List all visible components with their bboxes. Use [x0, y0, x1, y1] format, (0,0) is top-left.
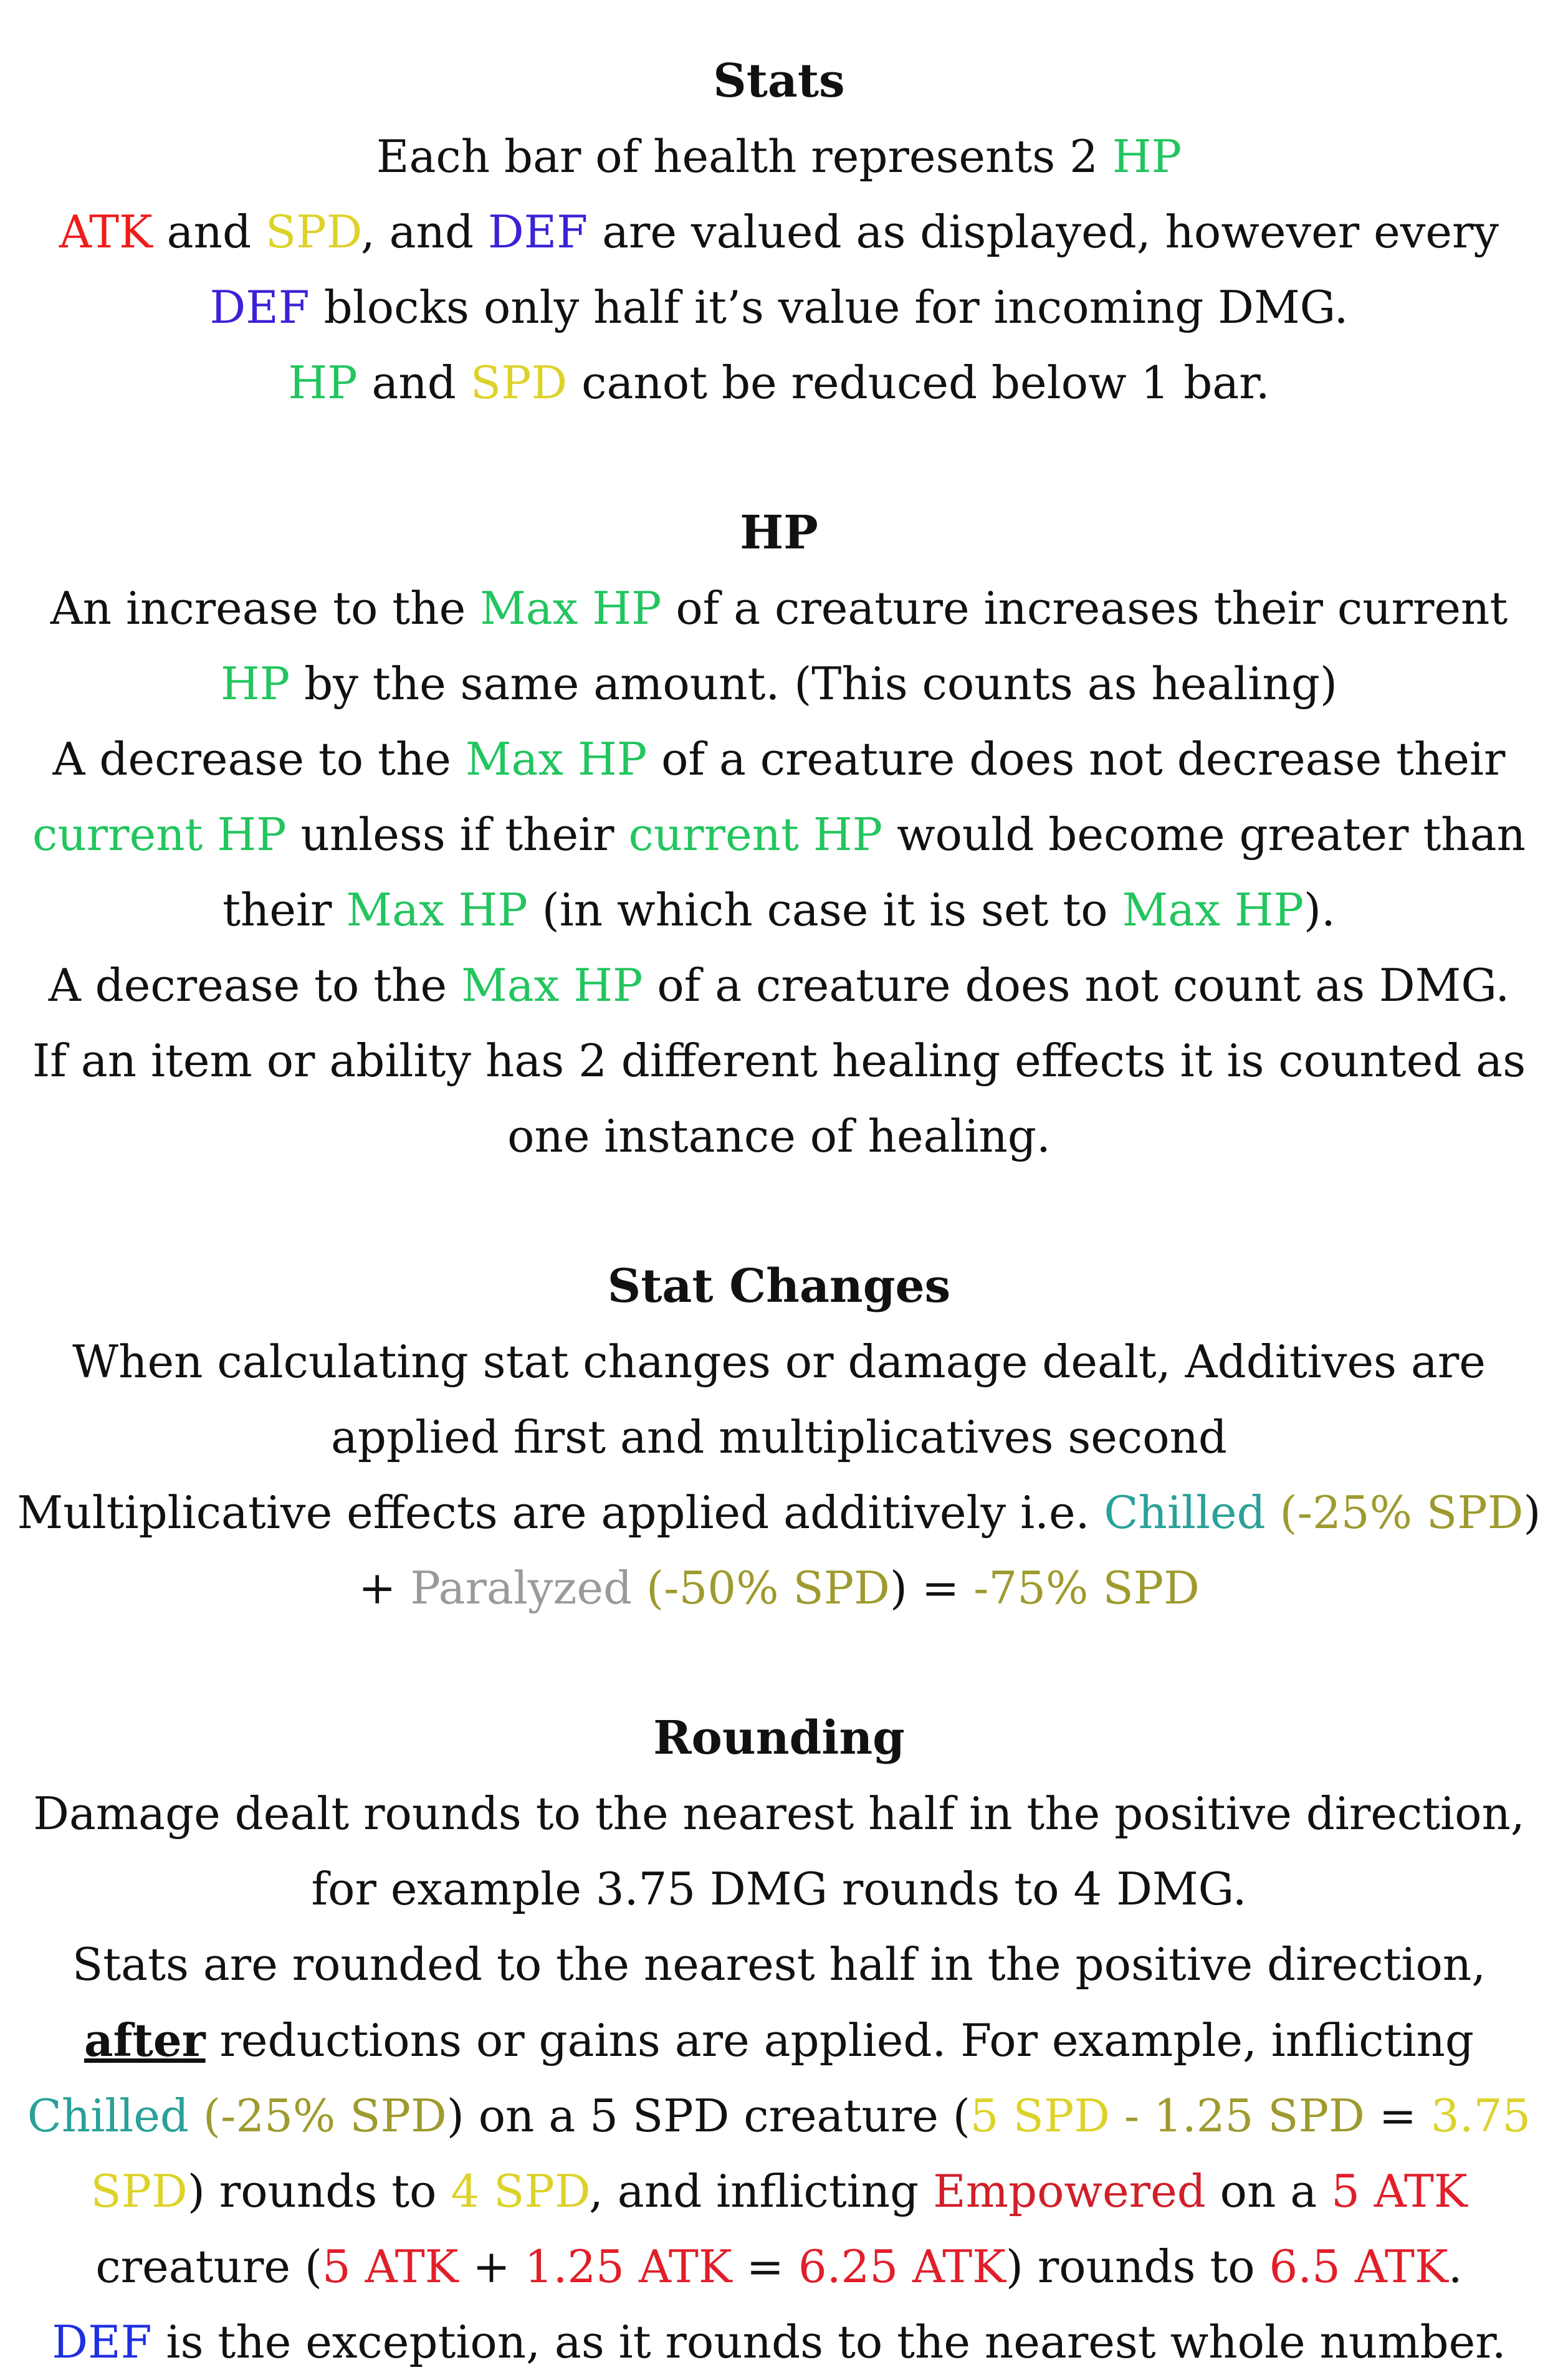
section-rounding: Rounding Damage dealt rounds to the near…: [12, 1701, 1546, 2380]
text-run: Stats are rounded to the nearest half in…: [72, 1938, 1486, 1991]
spd-modifier: -25% SPD: [220, 2090, 447, 2142]
text-run: unless if their: [286, 808, 629, 861]
paragraph: Each bar of health represents 2 HP: [12, 119, 1546, 194]
stat-hp: HP: [288, 356, 358, 409]
stat-spd: SPD: [265, 206, 361, 258]
stat-spd: SPD: [470, 356, 568, 409]
text-run: =: [1364, 2090, 1431, 2142]
stat-max-hp: Max HP: [461, 959, 643, 1011]
atk-value: 1.25 ATK: [524, 2240, 732, 2293]
stat-def: DEF: [487, 206, 588, 258]
text-run: is the exception, as it rounds to the ne…: [151, 2316, 1506, 2368]
paragraph: If an item or ability has 2 different he…: [12, 1023, 1546, 1174]
section-stat-changes: Stat Changes When calculating stat chang…: [12, 1249, 1546, 1626]
section-hp: HP An increase to the Max HP of a creatu…: [12, 495, 1546, 1174]
text-run: of a creature does not decrease their: [647, 733, 1506, 785]
spd-modifier: -75% SPD: [973, 1562, 1200, 1614]
text-run: and: [152, 206, 265, 258]
paragraph: An increase to the Max HP of a creature …: [12, 571, 1546, 722]
text-run: canot be reduced below 1 bar.: [567, 356, 1270, 409]
stat-current-hp: current HP: [32, 808, 287, 861]
text-run: A decrease to the: [48, 959, 462, 1011]
text-run: blocks only half it’s value for incoming…: [309, 281, 1349, 333]
spd-value: 4 SPD: [451, 2165, 590, 2217]
text-run: reductions or gains are applied. For exa…: [205, 2014, 1474, 2067]
spd-modifier: -25% SPD: [1297, 1486, 1524, 1539]
section-stats: Stats Each bar of health represents 2 HP…: [12, 44, 1546, 421]
section-heading: Stat Changes: [607, 1259, 951, 1313]
text-run: Damage dealt rounds to the nearest half …: [33, 1787, 1525, 1915]
text-run: , and: [360, 206, 488, 258]
text-run: (: [1265, 1486, 1298, 1539]
paragraph: A decrease to the Max HP of a creature d…: [12, 722, 1546, 948]
text-run: +: [458, 2240, 525, 2293]
text-run: When calculating stat changes or damage …: [72, 1336, 1486, 1463]
text-run: ) +: [358, 1486, 1541, 1614]
atk-value: 5 ATK: [1331, 2165, 1468, 2217]
text-run: , and inflicting: [589, 2165, 934, 2217]
atk-value: 6.5 ATK: [1269, 2240, 1448, 2293]
text-run: Multiplicative effects are applied addit…: [17, 1486, 1104, 1539]
paragraph: Stats are rounded to the nearest half in…: [12, 1927, 1546, 2305]
text-run: of a creature increases their current: [661, 582, 1508, 634]
spd-value: 5 SPD: [970, 2090, 1110, 2142]
stat-hp: HP: [220, 657, 290, 710]
stat-def: DEF: [52, 2316, 152, 2368]
paragraph: ATK and SPD, and DEF are valued as displ…: [12, 194, 1546, 345]
text-run: and: [357, 356, 471, 409]
text-run: .: [1448, 2240, 1463, 2293]
text-run: are valued as displayed, however every: [588, 206, 1499, 258]
atk-value: 5 ATK: [322, 2240, 459, 2293]
stat-max-hp: Max HP: [1122, 884, 1304, 936]
text-run: ) rounds to: [187, 2165, 451, 2217]
text-run: ).: [1303, 884, 1336, 936]
status-chilled: Chilled: [27, 2090, 189, 2142]
text-run: Each bar of health represents 2: [376, 130, 1112, 183]
text-run: by the same amount. (This counts as heal…: [290, 657, 1338, 710]
spd-modifier: -50% SPD: [664, 1562, 890, 1614]
text-run: ) on a 5 SPD creature (: [446, 2090, 970, 2142]
stat-max-hp: Max HP: [480, 582, 662, 634]
text-run: creature (: [95, 2240, 322, 2293]
text-run: of a creature does not count as DMG.: [643, 959, 1510, 1011]
text-run: ) rounds to: [1005, 2240, 1269, 2293]
text-run: An increase to the: [50, 582, 480, 634]
paragraph: Damage dealt rounds to the nearest half …: [12, 1776, 1546, 1927]
text-run: would become greater than their: [222, 808, 1526, 936]
status-paralyzed: Paralyzed: [410, 1562, 633, 1614]
text-run: (: [632, 1562, 664, 1614]
status-empowered: Empowered: [933, 2165, 1206, 2217]
paragraph: A decrease to the Max HP of a creature d…: [12, 948, 1546, 1023]
status-chilled: Chilled: [1104, 1486, 1266, 1539]
text-run: =: [732, 2240, 798, 2293]
text-run: If an item or ability has 2 different he…: [32, 1035, 1526, 1162]
text-run: (: [189, 2090, 221, 2142]
text-run: on a: [1205, 2165, 1332, 2217]
paragraph: When calculating stat changes or damage …: [12, 1324, 1546, 1475]
stat-max-hp: Max HP: [346, 884, 528, 936]
emphasis-after: after: [84, 2014, 206, 2067]
paragraph: DEF is the exception, as it rounds to th…: [12, 2305, 1546, 2380]
section-heading: HP: [740, 506, 818, 560]
text-run: -: [1110, 2090, 1154, 2142]
spd-value: 3.75 SPD: [90, 2090, 1531, 2217]
paragraph: HP and SPD canot be reduced below 1 bar.: [12, 345, 1546, 421]
stat-hp: HP: [1112, 130, 1182, 183]
stat-max-hp: Max HP: [465, 733, 648, 785]
section-heading: Rounding: [653, 1711, 905, 1765]
section-heading: Stats: [713, 54, 845, 108]
spd-value: 1.25 SPD: [1154, 2090, 1365, 2142]
text-run: ) =: [889, 1562, 974, 1614]
text-run: (in which case it is set to: [527, 884, 1122, 936]
stat-def: DEF: [209, 281, 310, 333]
stat-current-hp: current HP: [628, 808, 883, 861]
stat-atk: ATK: [59, 206, 153, 258]
atk-value: 6.25 ATK: [798, 2240, 1006, 2293]
text-run: A decrease to the: [52, 733, 466, 785]
paragraph: Multiplicative effects are applied addit…: [12, 1475, 1546, 1626]
